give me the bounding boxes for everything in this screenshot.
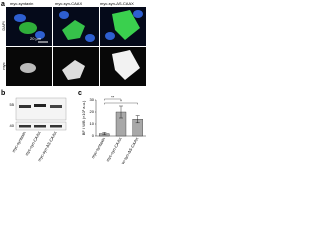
panel-label: b <box>1 90 5 97</box>
y-axis-label: BF / WB (×10³ a.u.) <box>81 100 86 135</box>
significance-label: ** <box>111 95 115 100</box>
error-bar <box>102 132 107 135</box>
scale-bar-label: 20 μm <box>30 36 42 41</box>
significance-label: * <box>120 99 122 104</box>
significance-bracket <box>104 102 138 105</box>
x-tick-label: myc-syn-CAAX <box>105 136 123 162</box>
error-bar <box>119 105 123 119</box>
y-tick-label: 30 <box>90 97 95 102</box>
figure: a myc-syntaxin myc-syn-CAAX myc-syn-ΔS-C… <box>1 1 146 164</box>
significance-bracket <box>104 98 122 101</box>
row-label: myc <box>1 62 6 69</box>
x-tick-label: myc-syntaxin <box>90 137 106 160</box>
western-blot <box>15 97 67 131</box>
lane-label: myc-syntaxin <box>11 131 27 154</box>
column-header: myc-syntaxin <box>10 1 33 6</box>
micrographs <box>6 7 146 86</box>
y-tick-label: 20 <box>90 109 95 114</box>
error-bar <box>135 115 140 123</box>
column-header: myc-syn-ΔS-CAAX <box>100 1 134 6</box>
lane-label: myc-syn-CAAX <box>24 130 42 156</box>
panel-label: a <box>1 1 5 8</box>
column-header: myc-syn-CAAX <box>55 1 82 6</box>
panel-label: c <box>78 90 82 97</box>
y-tick-label: 10 <box>90 121 95 126</box>
marker-label: 40 <box>10 123 15 128</box>
y-tick-label: 0 <box>92 133 95 138</box>
marker-label: 55 <box>10 102 15 107</box>
row-label: DAPI <box>1 21 6 30</box>
